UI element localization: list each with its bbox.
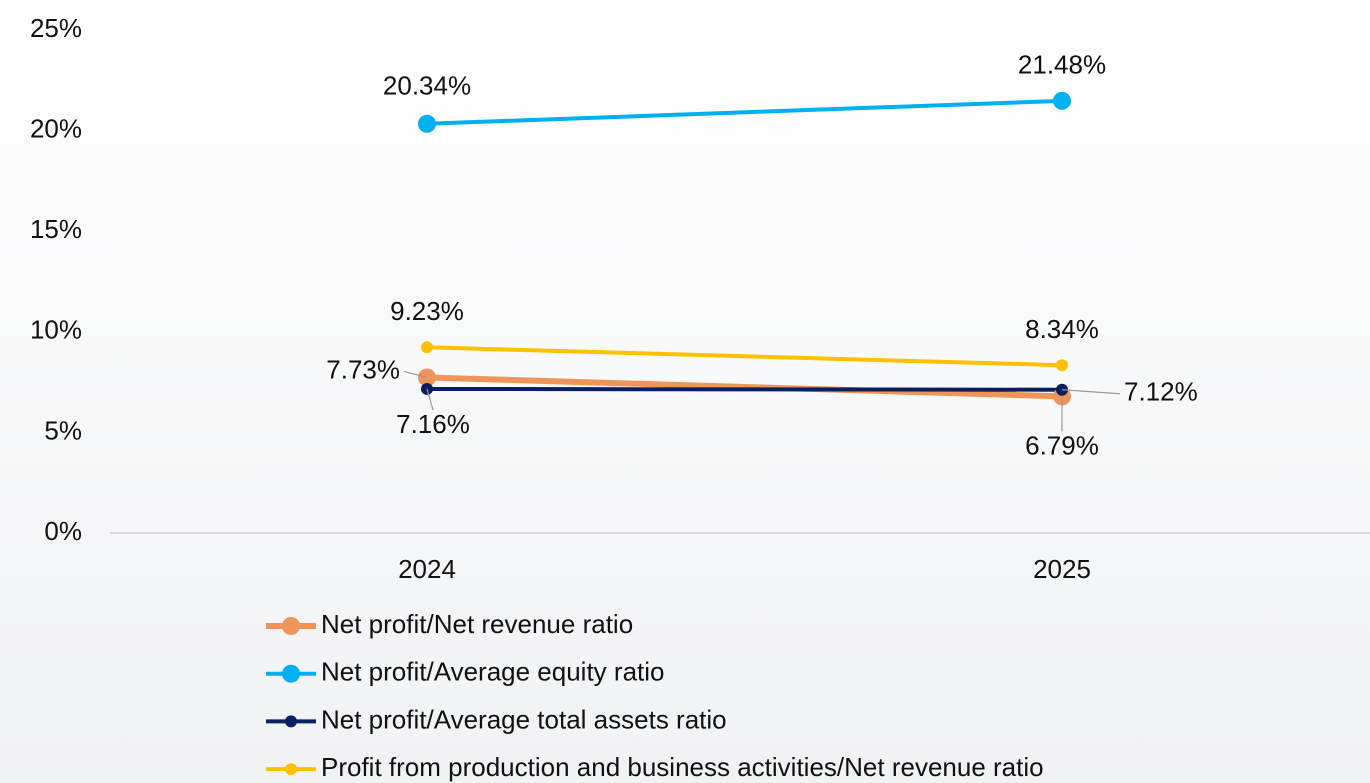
y-tick-label: 5% [44,415,82,445]
leader-line [426,388,434,411]
y-tick-label: 20% [30,113,82,143]
marker [1053,91,1071,110]
data-label: 21.48% [1018,50,1106,80]
data-label: 9.23% [390,296,464,326]
marker [1056,359,1068,372]
y-tick-label: 25% [30,13,82,43]
leader-line [403,370,428,379]
data-label: 7.73% [326,354,400,384]
legend-label: Net profit/Average equity ratio [321,657,664,687]
marker [418,114,436,133]
legend-label: Net profit/Average total assets ratio [321,704,727,734]
x-tick-label: 2024 [398,554,456,584]
series-line [426,386,1063,392]
y-tick-label: 15% [30,214,82,244]
data-label: 20.34% [383,71,471,101]
series-line [426,345,1063,368]
y-tick-label: 10% [30,315,82,345]
data-label: 8.34% [1025,314,1099,344]
marker [421,341,433,354]
leader-line [1061,389,1121,395]
legend-marker [285,763,297,776]
legend-marker [282,664,300,683]
legend-marker [285,715,297,728]
data-label: 7.16% [396,409,470,439]
legend-label: Net profit/Net revenue ratio [321,609,633,639]
legend-marker [282,617,300,635]
y-tick-label: 0% [44,516,82,546]
data-label: 7.12% [1124,377,1198,407]
legend-label: Profit from production and business acti… [321,752,1044,782]
x-tick-label: 2025 [1033,554,1091,584]
data-label: 6.79% [1025,430,1099,460]
series-line [426,98,1063,126]
series-line [426,374,1063,400]
